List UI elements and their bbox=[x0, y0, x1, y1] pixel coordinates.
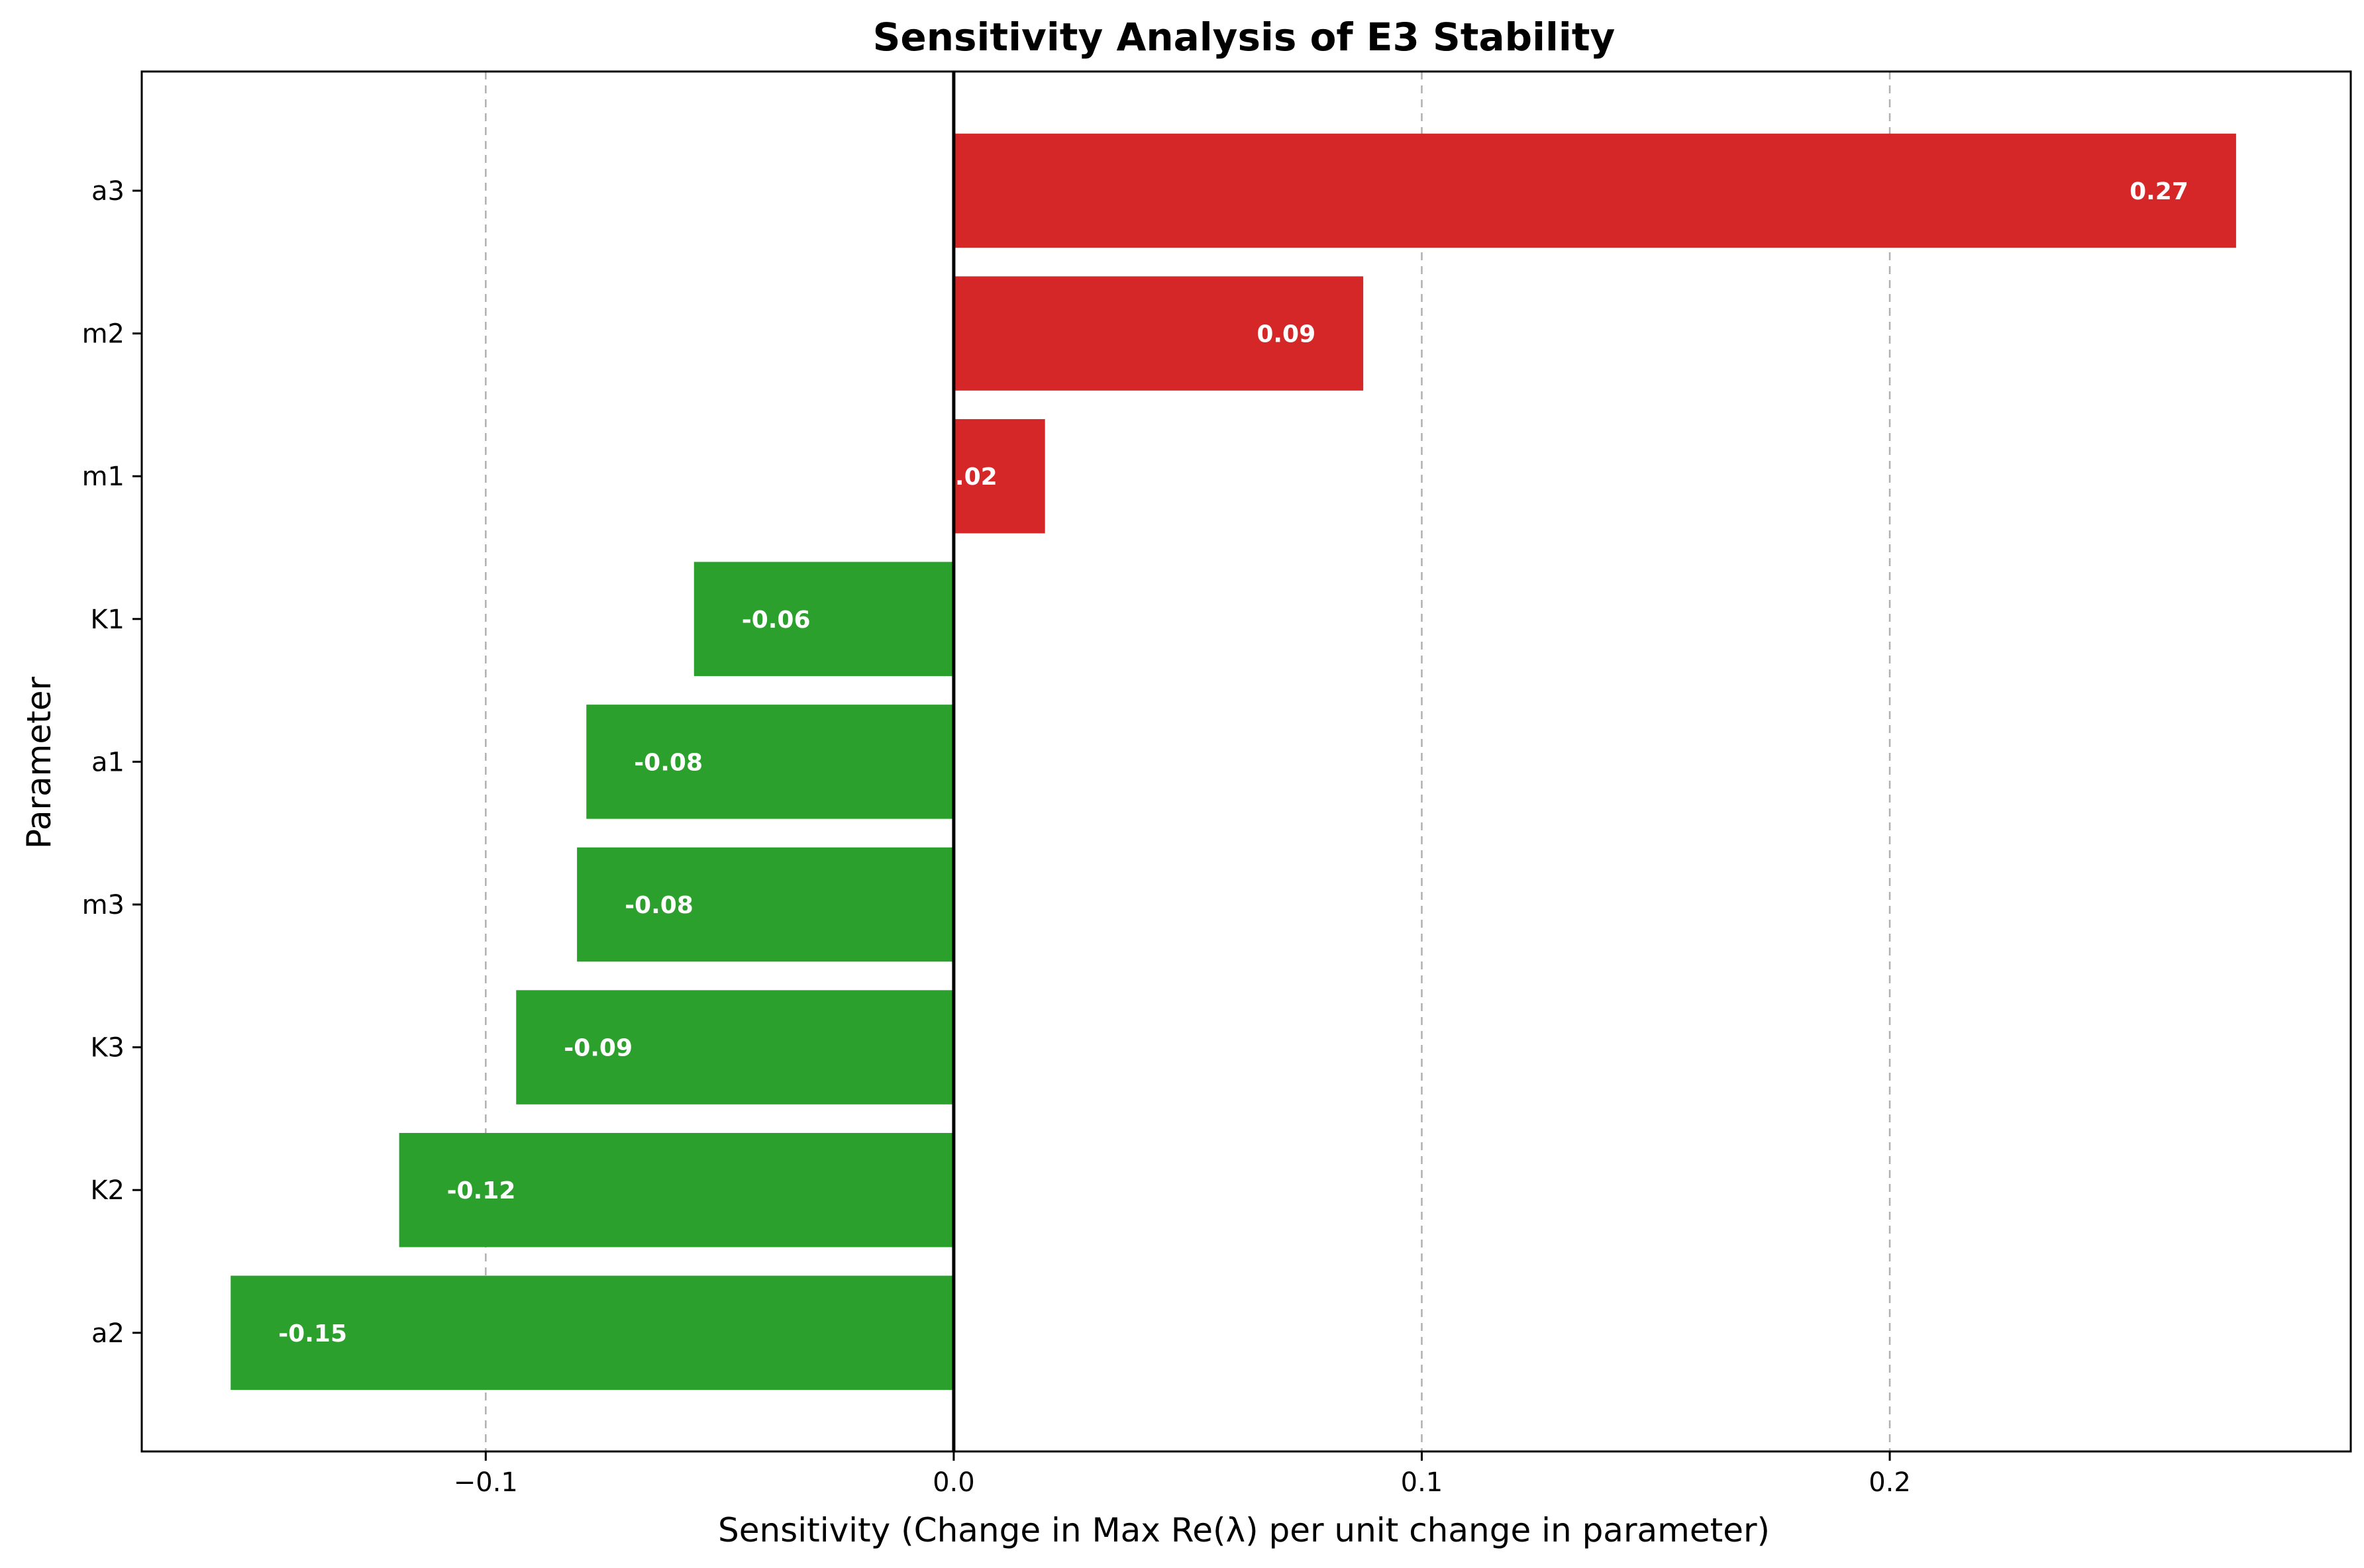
x-tick-label: 0.2 bbox=[1869, 1467, 1911, 1498]
y-tick-label-m2: m2 bbox=[82, 319, 125, 350]
bar-value-label-a2: -0.15 bbox=[278, 1320, 347, 1348]
y-tick-label-K1: K1 bbox=[90, 605, 125, 635]
bar-a1 bbox=[586, 705, 954, 819]
bar-value-label-K2: -0.12 bbox=[447, 1177, 516, 1204]
x-tick-label: −0.1 bbox=[454, 1467, 518, 1498]
bar-value-label-m2: 0.09 bbox=[1257, 321, 1315, 348]
bar-K1 bbox=[694, 562, 954, 677]
x-axis-ticks: −0.1 0.0 0.1 0.2 bbox=[454, 1451, 1911, 1498]
chart-title: Sensitivity Analysis of E3 Stability bbox=[873, 15, 1616, 60]
bar-value-labels: 0.27 0.09 0.02 -0.06 -0.08 -0.08 -0.09 -0.12 -0.… bbox=[278, 178, 2188, 1348]
bar-value-label-K1: -0.06 bbox=[742, 607, 811, 634]
bar-value-label-m3: -0.08 bbox=[625, 892, 694, 919]
y-axis-label: Parameter bbox=[20, 676, 58, 849]
y-tick-label-a2: a2 bbox=[91, 1318, 125, 1349]
x-axis-label: Sensitivity (Change in Max Re(λ) per uni… bbox=[718, 1511, 1770, 1549]
bar-value-label-a1: -0.08 bbox=[634, 749, 703, 776]
bar-a3 bbox=[953, 133, 2236, 248]
y-axis-ticks: a3 m2 m1 K1 a1 m3 K3 K2 a2 bbox=[82, 176, 142, 1349]
grid-lines bbox=[485, 72, 1891, 1451]
y-tick-label-m1: m1 bbox=[82, 462, 125, 492]
y-tick-label-K2: K2 bbox=[90, 1175, 125, 1206]
bar-value-label-m1: 0.02 bbox=[939, 464, 998, 491]
bar-value-label-K3: -0.09 bbox=[564, 1035, 633, 1062]
y-tick-label-K3: K3 bbox=[90, 1033, 125, 1063]
bar-m3 bbox=[577, 847, 954, 962]
bar-a2 bbox=[231, 1275, 954, 1391]
bar-K2 bbox=[399, 1132, 954, 1248]
bar-m2 bbox=[953, 276, 1364, 391]
bar-m1 bbox=[953, 418, 1045, 534]
y-tick-label-a1: a1 bbox=[91, 747, 125, 777]
bars bbox=[231, 133, 2236, 1391]
x-tick-label: 0.1 bbox=[1401, 1467, 1443, 1498]
x-tick-label: 0.0 bbox=[933, 1467, 975, 1498]
bar-value-label-a3: 0.27 bbox=[2130, 178, 2188, 205]
y-tick-label-m3: m3 bbox=[82, 890, 125, 920]
y-tick-label-a3: a3 bbox=[91, 176, 125, 207]
bar-K3 bbox=[516, 990, 954, 1104]
